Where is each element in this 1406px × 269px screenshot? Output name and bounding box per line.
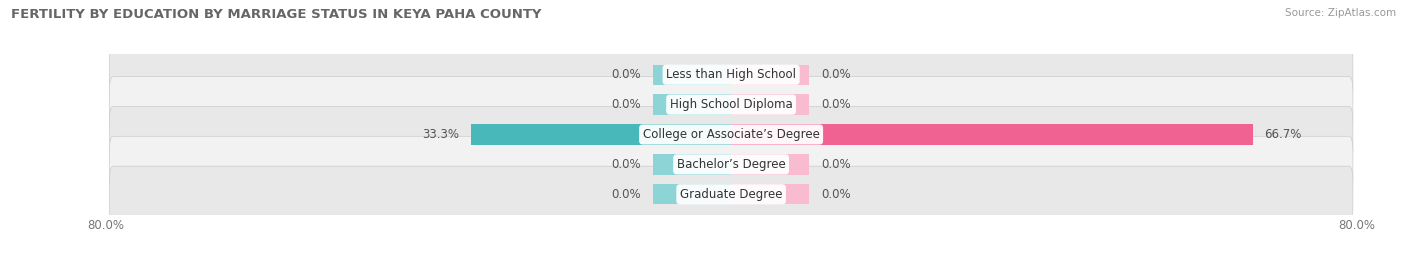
Text: Source: ZipAtlas.com: Source: ZipAtlas.com [1285,8,1396,18]
FancyBboxPatch shape [110,166,1353,222]
FancyBboxPatch shape [110,47,1353,103]
Bar [652,154,731,175]
Bar [652,184,731,204]
FancyBboxPatch shape [110,107,1353,162]
FancyBboxPatch shape [110,136,1353,193]
Bar [731,124,1253,145]
Bar [471,124,731,145]
Text: 0.0%: 0.0% [821,98,851,111]
Text: 66.7%: 66.7% [1264,128,1302,141]
Text: High School Diploma: High School Diploma [669,98,793,111]
Text: 0.0%: 0.0% [821,188,851,201]
Bar [731,154,810,175]
Bar [731,65,810,85]
Bar [731,94,810,115]
Bar [652,94,731,115]
Text: 0.0%: 0.0% [821,68,851,81]
Text: Bachelor’s Degree: Bachelor’s Degree [676,158,786,171]
Text: Less than High School: Less than High School [666,68,796,81]
FancyBboxPatch shape [110,76,1353,133]
Text: Graduate Degree: Graduate Degree [681,188,782,201]
Text: College or Associate’s Degree: College or Associate’s Degree [643,128,820,141]
Bar [652,65,731,85]
Text: FERTILITY BY EDUCATION BY MARRIAGE STATUS IN KEYA PAHA COUNTY: FERTILITY BY EDUCATION BY MARRIAGE STATU… [11,8,541,21]
Text: 0.0%: 0.0% [612,188,641,201]
Text: 33.3%: 33.3% [422,128,458,141]
Text: 0.0%: 0.0% [821,158,851,171]
Text: 0.0%: 0.0% [612,158,641,171]
Text: 0.0%: 0.0% [612,98,641,111]
Text: 0.0%: 0.0% [612,68,641,81]
Bar [731,184,810,204]
